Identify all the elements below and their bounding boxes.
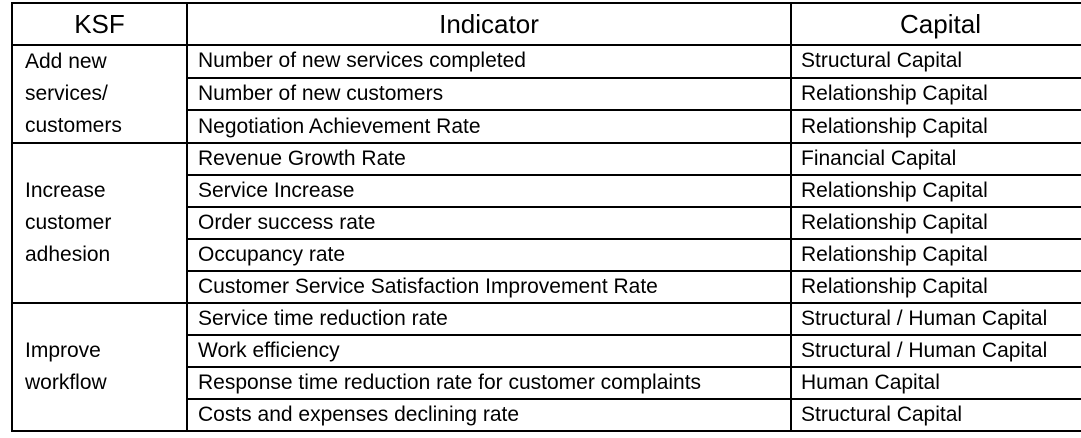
- header-indicator: Indicator: [186, 2, 792, 46]
- table-row: Number of new customers Relationship Cap…: [12, 76, 1081, 112]
- table-row: Negotiation Achievement Rate Relationshi…: [12, 109, 1081, 144]
- capital-cell: Relationship Capital: [790, 76, 1081, 112]
- capital-cell: Relationship Capital: [790, 206, 1081, 240]
- table-row: Response time reduction rate for custome…: [12, 366, 1081, 400]
- indicator-cell: Negotiation Achievement Rate: [186, 109, 792, 144]
- indicator-cell: Customer Service Satisfaction Improvemen…: [186, 270, 792, 304]
- capital-cell: Relationship Capital: [790, 238, 1081, 272]
- table-row: Costs and expenses declining rate Struct…: [12, 398, 1081, 432]
- table-row: Work efficiency Structural / Human Capit…: [12, 334, 1081, 368]
- table-row: Occupancy rate Relationship Capital: [12, 238, 1081, 272]
- ksf-group-add-new-services-customers: Add new services/ customers: [11, 44, 188, 144]
- indicator-cell: Service Increase: [186, 174, 792, 208]
- ksf-group-improve-workflow: Improve workflow: [11, 302, 188, 432]
- indicator-cell: Costs and expenses declining rate: [186, 398, 792, 432]
- capital-cell: Financial Capital: [790, 142, 1081, 176]
- header-capital: Capital: [790, 2, 1081, 46]
- indicator-cell: Occupancy rate: [186, 238, 792, 272]
- indicator-cell: Revenue Growth Rate: [186, 142, 792, 176]
- table-row: Service Increase Relationship Capital: [12, 174, 1081, 208]
- indicator-cell: Service time reduction rate: [186, 302, 792, 336]
- capital-cell: Structural Capital: [790, 398, 1081, 432]
- header-ksf: KSF: [11, 2, 188, 46]
- table-row: Customer Service Satisfaction Improvemen…: [12, 270, 1081, 304]
- ksf-indicator-capital-table: KSF Indicator Capital Add new services/ …: [11, 2, 1081, 432]
- header-row: KSF Indicator Capital: [11, 2, 1081, 46]
- indicator-cell: Order success rate: [186, 206, 792, 240]
- indicator-cell: Work efficiency: [186, 334, 792, 368]
- indicator-cell: Number of new services completed: [186, 44, 792, 79]
- indicator-cell: Number of new customers: [186, 76, 792, 112]
- capital-cell: Human Capital: [790, 366, 1081, 400]
- table-row: Improve workflow Service time reduction …: [11, 302, 1081, 432]
- capital-cell: Relationship Capital: [790, 270, 1081, 304]
- indicator-cell: Response time reduction rate for custome…: [186, 366, 792, 400]
- table-row: Increase customer adhesion Revenue Growt…: [11, 142, 1081, 304]
- capital-cell: Structural / Human Capital: [790, 334, 1081, 368]
- capital-cell: Structural / Human Capital: [790, 302, 1081, 336]
- capital-cell: Structural Capital: [790, 44, 1081, 79]
- table-row: Order success rate Relationship Capital: [12, 206, 1081, 240]
- capital-cell: Relationship Capital: [790, 174, 1081, 208]
- table-row: Add new services/ customers Number of ne…: [11, 44, 1081, 144]
- ksf-group-increase-customer-adhesion: Increase customer adhesion: [11, 142, 188, 304]
- capital-cell: Relationship Capital: [790, 109, 1081, 144]
